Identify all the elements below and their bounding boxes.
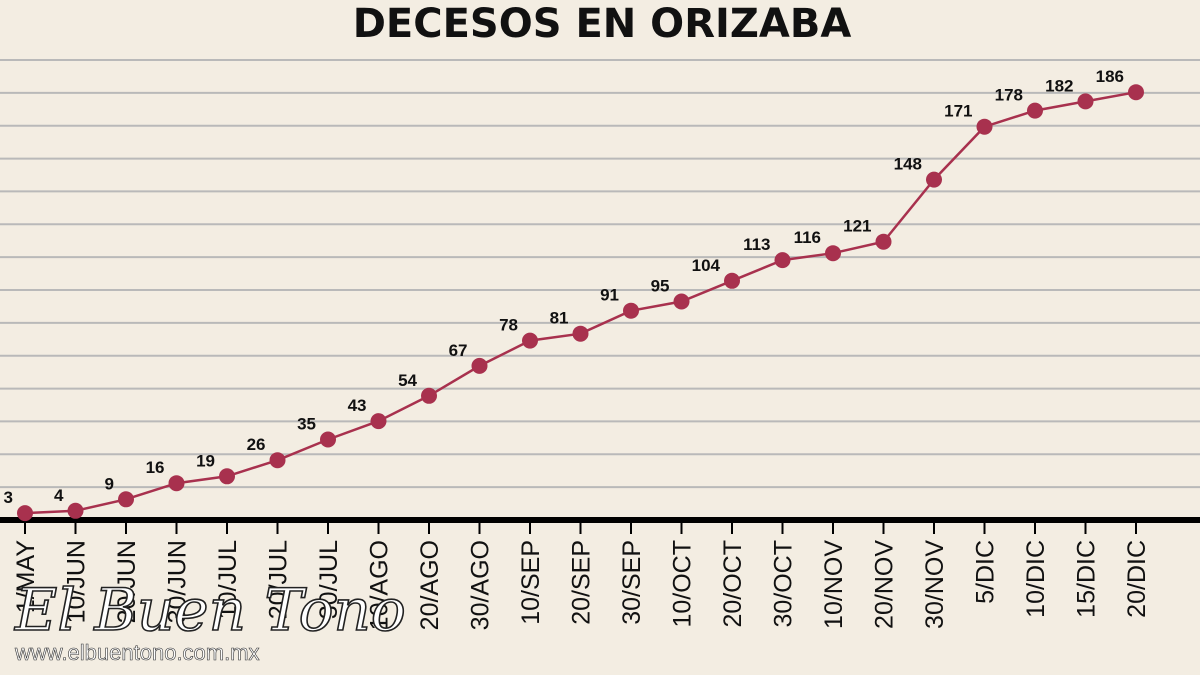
x-tick-marks: [24, 520, 1137, 534]
chart-title: DECESOS EN ORIZABA: [353, 1, 852, 47]
data-point: [825, 245, 841, 262]
data-label: 81: [550, 309, 569, 328]
data-point: [320, 431, 336, 448]
data-point: [370, 413, 387, 430]
x-tick-label: 10/NOV: [820, 540, 848, 629]
data-label: 148: [894, 155, 922, 174]
data-points: [17, 84, 1144, 522]
x-tick-label: 15/DIC: [1073, 540, 1101, 618]
data-point: [118, 491, 134, 508]
data-point: [774, 252, 791, 269]
data-point: [67, 502, 84, 519]
x-tick-label: 10/SEP: [517, 540, 545, 625]
x-tick-label: 30/NOV: [921, 540, 949, 629]
x-tick-label: 10/OCT: [669, 540, 697, 628]
x-tick-label: 5/DIC: [972, 540, 1000, 604]
data-point: [976, 118, 993, 135]
x-tick-label: 20/AGO: [416, 540, 444, 630]
data-point: [219, 468, 235, 485]
data-point: [673, 293, 690, 310]
watermark: El Buen Tono www.elbuentono.com.mx: [13, 575, 406, 665]
data-label: 113: [743, 235, 770, 254]
data-label: 116: [794, 228, 821, 247]
data-point: [471, 357, 488, 374]
data-point: [572, 325, 589, 342]
x-tick-label: 30/OCT: [770, 540, 798, 628]
data-label: 16: [146, 458, 165, 477]
data-label: 78: [499, 316, 518, 335]
x-tick-label: 20/JUL: [265, 540, 293, 619]
x-tick-labels: 1/MAY 10/JUN 20/JUN 30/JUN 10/JUL 20/JUL 30/JU…: [12, 540, 1151, 631]
data-point: [522, 332, 538, 349]
x-tick-label: 30/JUN: [164, 540, 192, 623]
data-label: 3: [4, 488, 13, 507]
x-tick-label: 30/SEP: [618, 540, 646, 625]
data-point: [421, 387, 437, 404]
data-label: 43: [348, 396, 367, 415]
data-label: 178: [995, 86, 1023, 105]
x-tick-label: 30/AGO: [467, 540, 495, 630]
data-label: 19: [196, 451, 215, 470]
data-label: 121: [843, 217, 871, 236]
x-tick-label: 10/JUN: [63, 540, 91, 623]
data-label: 67: [449, 341, 468, 360]
x-tick-label: 30/JUL: [315, 540, 343, 619]
watermark-url: www.elbuentono.com.mx: [14, 640, 260, 665]
x-tick-label: 1/MAY: [12, 540, 40, 613]
data-label: 35: [297, 415, 316, 434]
gridlines: [0, 59, 1200, 489]
data-point: [623, 302, 639, 319]
data-label: 9: [105, 474, 114, 493]
data-point: [168, 475, 185, 492]
x-tick-label: 20/OCT: [719, 540, 747, 628]
data-label: 171: [944, 102, 972, 121]
data-label: 182: [1045, 76, 1073, 95]
watermark-logo: El Buen Tono: [14, 576, 406, 644]
x-tick-label: 20/JUN: [113, 540, 141, 623]
x-tick-label: 10/DIC: [1022, 540, 1050, 618]
data-point: [17, 505, 33, 522]
data-point: [1077, 93, 1094, 110]
x-tick-label: 20/SEP: [568, 540, 596, 625]
data-label: 104: [692, 256, 721, 275]
data-label: 91: [600, 286, 619, 305]
x-tick-label: 20/NOV: [871, 540, 899, 629]
data-point: [724, 272, 740, 289]
data-label: 4: [54, 486, 64, 505]
x-tick-label: 20/DIC: [1123, 540, 1151, 618]
data-point: [926, 171, 942, 188]
data-label: 54: [398, 371, 417, 390]
data-label: 26: [247, 435, 266, 454]
data-labels: 3 4 9 16 19 26 35 43 54 67 78 81 91 95 104 113 116 121 148…: [4, 67, 1124, 507]
data-label: 186: [1096, 67, 1124, 86]
x-tick-label: 10/AGO: [366, 540, 394, 630]
x-tick-label: 10/JUL: [214, 540, 242, 619]
data-label: 95: [651, 277, 670, 296]
data-point: [875, 233, 892, 250]
data-point: [269, 452, 286, 469]
data-point: [1128, 84, 1144, 101]
data-point: [1027, 102, 1043, 119]
